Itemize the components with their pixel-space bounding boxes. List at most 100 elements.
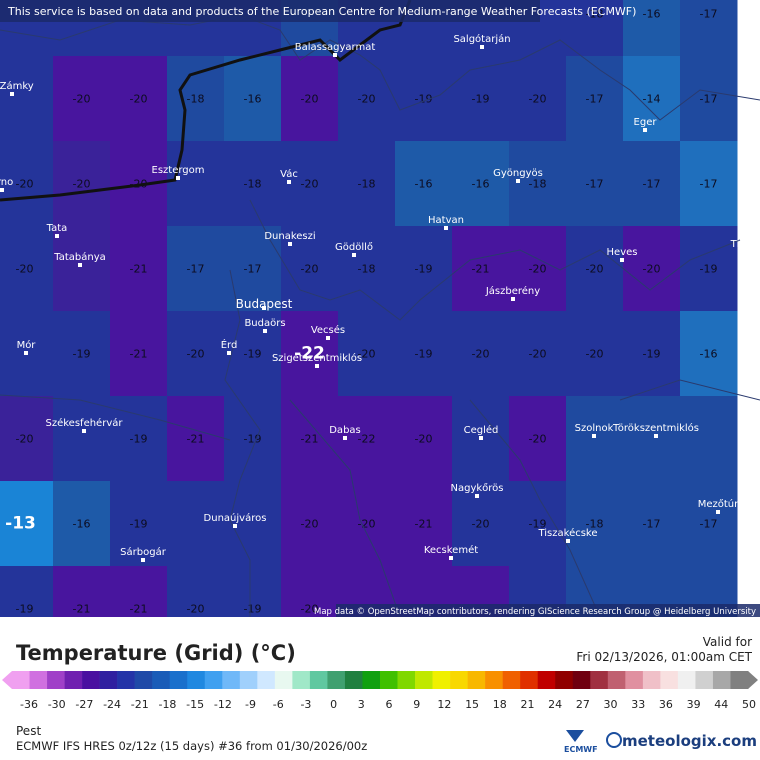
cell-value: -17 — [586, 178, 604, 191]
grid-cell — [509, 56, 567, 142]
colorbar: -36 -30 -27 -24 -21 -18 -15 -12 -9 -6 -3 0 3 6 9 12 15 18… — [2, 671, 758, 711]
colorbar-tick-label: 0 — [330, 698, 337, 711]
city-labels: Balassagyarmat Salgótarján Mis é Zámky Eger á… — [0, 33, 760, 562]
cell-value: -17 — [700, 178, 718, 191]
grid-cell — [110, 311, 168, 397]
city-dot — [592, 434, 596, 438]
city-name: Gyöngyös — [493, 168, 543, 179]
ecmwf-logo: ECMWF — [564, 745, 598, 754]
colorbar-swatch — [642, 671, 661, 689]
cell-value: -20 — [358, 518, 376, 531]
cell-value: -22 — [294, 344, 325, 364]
attribution-bg — [336, 604, 760, 617]
temperature-grid: -18 -16 -17 -20 -20 -18 -16 -20 -20 -19 -19 -20 -17 -… — [0, 0, 738, 652]
city-name: Esztergom — [152, 165, 205, 176]
grid-cell — [452, 56, 510, 142]
grid-cell — [395, 481, 453, 567]
grid-cell — [623, 311, 681, 397]
cell-value: -16 — [472, 178, 490, 191]
colorbar-tick-label: -15 — [186, 698, 204, 711]
colorbar-swatch — [572, 671, 591, 689]
cell-value: -20 — [415, 433, 433, 446]
grid-cell — [224, 396, 282, 482]
colorbar-swatch — [117, 671, 135, 689]
colorbar-tick-label: -27 — [75, 698, 93, 711]
colorbar-swatch — [677, 671, 696, 689]
grid-cell — [338, 226, 396, 312]
meteologix-logo[interactable]: meteologix.com — [622, 732, 757, 750]
grid-cell — [680, 0, 738, 57]
cell-value: -20 — [529, 263, 547, 276]
cell-value: -13 — [5, 514, 36, 534]
cell-value: -18 — [244, 178, 262, 191]
grid-cell — [566, 141, 624, 227]
colorbar-swatch — [660, 671, 679, 689]
grid-cell — [0, 396, 54, 482]
colorbar-tick-label: -3 — [300, 698, 311, 711]
colorbar-tick-label: -18 — [158, 698, 176, 711]
grid-cell — [623, 141, 681, 227]
colorbar-swatch — [520, 671, 539, 689]
colorbar-tick-label: 18 — [493, 698, 507, 711]
city-dot — [24, 351, 28, 355]
city-dot — [315, 364, 319, 368]
grid-cell — [110, 481, 168, 567]
cell-value: -20 — [358, 348, 376, 361]
city-dot — [716, 510, 720, 514]
meteologix-logo-mark — [606, 732, 622, 748]
city-name: árno — [0, 176, 13, 188]
ecmwf-banner: This service is based on data and produc… — [7, 5, 636, 18]
colorbar-swatch — [309, 671, 328, 689]
cell-value: -20 — [529, 433, 547, 446]
cell-value: -20 — [16, 178, 34, 191]
cell-value: -20 — [301, 603, 319, 616]
colorbar-tick-label: 6 — [386, 698, 393, 711]
grid-cell — [281, 226, 339, 312]
colorbar-tick-label: 30 — [604, 698, 618, 711]
city-name: Dabas — [329, 425, 361, 436]
city-name: Nagykőrös — [450, 482, 503, 494]
cell-value: -20 — [16, 433, 34, 446]
cell-value: -17 — [244, 263, 262, 276]
city-dot — [479, 436, 483, 440]
cell-value: -19 — [529, 518, 547, 531]
cell-value: -21 — [415, 518, 433, 531]
grid-cell — [224, 56, 282, 142]
city-dot — [480, 45, 484, 49]
colorbar-swatch — [12, 671, 30, 689]
colorbar-arrow-right — [748, 671, 758, 689]
grid-cell — [167, 481, 225, 567]
grid-cell — [452, 481, 510, 567]
city-dot — [326, 336, 330, 340]
colorbar-swatch — [64, 671, 83, 689]
city-name: Törökszentmiklós — [612, 422, 699, 434]
cell-value: -21 — [130, 603, 148, 616]
city-dot — [141, 558, 145, 562]
cell-value: -19 — [130, 433, 148, 446]
colorbar-swatch — [467, 671, 486, 689]
grid-cell — [395, 311, 453, 397]
city-dot — [227, 351, 231, 355]
cell-value: -19 — [130, 518, 148, 531]
colorbar-swatch — [502, 671, 521, 689]
colorbar-tick-label: 21 — [520, 698, 534, 711]
colorbar-swatch — [274, 671, 293, 689]
cell-value: -19 — [415, 348, 433, 361]
city-dot — [287, 180, 291, 184]
grid-cell — [53, 396, 111, 482]
grid-cell — [281, 311, 339, 397]
colorbar-swatch — [625, 671, 644, 689]
city-name: Szigetszentmiklós — [272, 352, 362, 364]
colorbar-tick-label: -21 — [131, 698, 149, 711]
cell-value: -18 — [187, 93, 205, 106]
ecmwf-logo-mark — [566, 730, 584, 742]
city-dot — [449, 556, 453, 560]
grid-cell — [53, 481, 111, 567]
cell-value: -20 — [187, 348, 205, 361]
valid-label: Valid for — [703, 635, 752, 649]
colorbar-swatch — [695, 671, 714, 689]
city-name: Érd — [221, 338, 238, 351]
grid-cell — [224, 481, 282, 567]
grid-cell — [623, 396, 681, 482]
